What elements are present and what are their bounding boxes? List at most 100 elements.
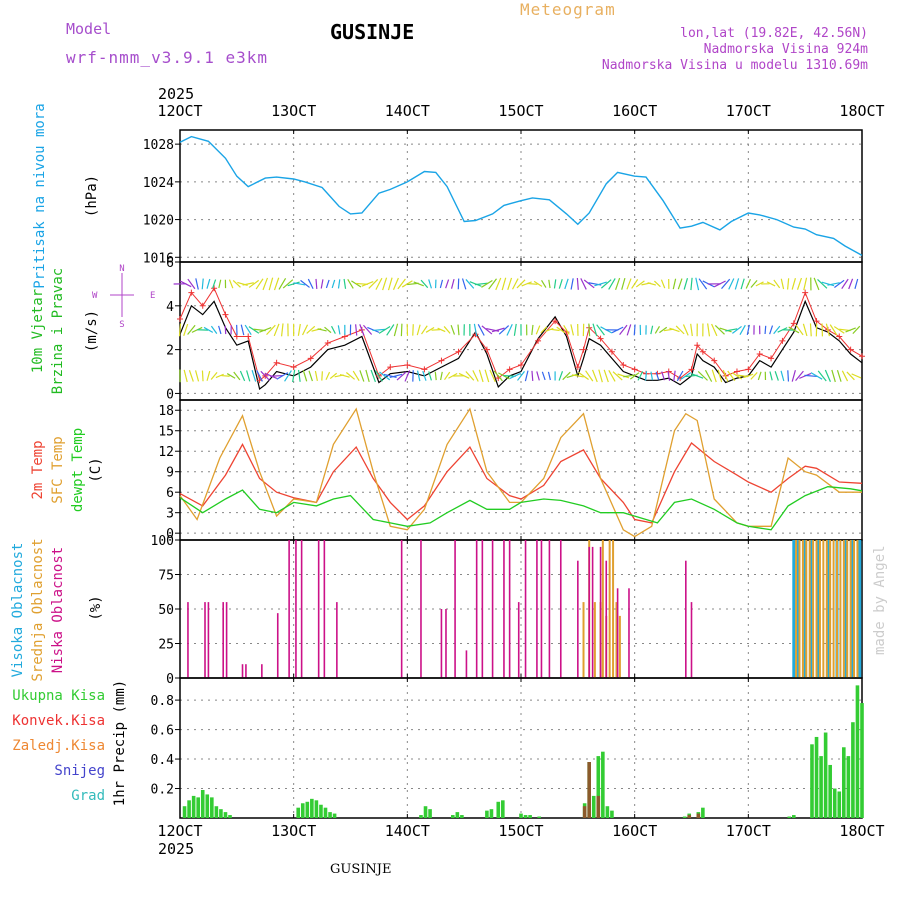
wind-direction-arrow xyxy=(563,325,570,335)
wind-direction-arrow xyxy=(228,279,234,289)
wind-direction-arrow xyxy=(524,370,529,382)
wind-direction-arrow xyxy=(817,370,827,382)
wind-direction-arrow xyxy=(722,369,729,382)
wind-direction-arrow xyxy=(669,327,680,333)
wind-direction-arrow xyxy=(533,280,543,287)
wind-direction-arrow xyxy=(732,325,742,334)
wind-direction-arrow xyxy=(553,279,557,289)
wind-direction-arrow xyxy=(221,374,230,377)
wind-direction-arrow xyxy=(484,369,490,383)
precip-total-bar xyxy=(182,806,187,818)
ytick-label: 4 xyxy=(166,300,174,315)
wind-direction-arrow xyxy=(667,370,671,381)
precip-total-bar xyxy=(814,736,819,818)
elevation-model-label: Nadmorska Visina u modelu 1310.69m xyxy=(601,58,868,73)
wind-direction-arrow xyxy=(489,369,496,383)
wind-direction-arrow xyxy=(493,370,503,382)
precip-total-bar xyxy=(205,794,210,818)
wind-direction-arrow xyxy=(558,279,563,289)
compass-w: W xyxy=(92,291,98,301)
wind-direction-arrow xyxy=(809,323,812,337)
wind-direction-arrow xyxy=(566,373,578,379)
precip-total-bar xyxy=(323,807,328,818)
wind-direction-arrow xyxy=(591,369,598,383)
wind-direction-arrow xyxy=(194,370,200,382)
wind-direction-arrow xyxy=(445,279,450,289)
precip-total-bar xyxy=(528,815,532,818)
wind-direction-arrow xyxy=(203,326,214,333)
panel-wind: 0 2 4 6 xyxy=(166,256,865,402)
cloud-low-bar xyxy=(440,609,443,678)
wind-direction-arrow xyxy=(755,281,764,287)
wind-direction-arrow xyxy=(268,277,274,291)
wind-direction-arrow xyxy=(378,325,391,334)
ytick-label: 18 xyxy=(158,404,174,419)
precip-total-bar xyxy=(423,806,428,818)
meteogram-label: Meteogram xyxy=(520,0,616,19)
cloud-low-bar xyxy=(317,540,320,678)
wind-direction-arrow xyxy=(201,370,204,382)
wind-direction-arrow xyxy=(727,370,736,382)
wind-direction-arrow xyxy=(773,325,781,335)
wind-direction-arrow xyxy=(359,370,365,382)
wind-direction-arrow xyxy=(248,326,260,334)
wind-direction-arrow xyxy=(307,278,314,290)
wind-direction-arrow xyxy=(612,371,623,381)
wind-direction-arrow xyxy=(355,324,358,336)
cloud-low-bar xyxy=(481,540,484,678)
wind-direction-arrow xyxy=(769,325,774,335)
cloud-mid-bar xyxy=(812,540,815,678)
wind-direction-arrow xyxy=(810,372,823,380)
precip-total-bar xyxy=(523,815,528,818)
wind-direction-arrow xyxy=(400,323,403,337)
wind-direction-arrow xyxy=(465,279,475,289)
precip-total-bar xyxy=(846,756,851,818)
wind-gust-mark xyxy=(608,348,615,355)
wind-direction-arrow xyxy=(691,373,704,379)
wind-direction-arrow xyxy=(239,370,246,382)
wind-direction-arrow xyxy=(477,324,485,336)
bottom-date-label-14OCT: 14OCT xyxy=(385,822,430,840)
wind-direction-arrow xyxy=(509,372,522,380)
wind-direction-arrow xyxy=(746,324,750,336)
precip-total-bar xyxy=(310,798,314,818)
wind-direction-arrow xyxy=(711,369,717,383)
wind-direction-arrow xyxy=(248,279,260,288)
wind-direction-arrow xyxy=(655,371,660,381)
wind-direction-arrow xyxy=(347,279,354,289)
cloud-high-bar xyxy=(826,540,830,678)
wind-direction-arrow xyxy=(302,370,308,382)
precip-total-bar xyxy=(496,801,501,818)
wind-direction-arrow xyxy=(540,326,548,334)
wind-direction-arrow xyxy=(831,369,836,383)
ytick-label: 3 xyxy=(166,507,174,522)
wind-direction-arrow xyxy=(535,325,541,335)
wind-direction-arrow xyxy=(833,326,845,334)
wind-direction-arrow xyxy=(273,323,280,337)
wind-direction-arrow xyxy=(791,278,797,290)
wind-direction-arrow xyxy=(374,370,383,382)
wind-direction-arrow xyxy=(317,328,327,332)
wind-direction-arrow xyxy=(314,370,318,381)
wind-direction-arrow xyxy=(743,373,754,379)
wind-direction-arrow xyxy=(704,369,713,382)
wind-direction-arrow xyxy=(422,370,427,381)
wind-direction-arrow xyxy=(420,279,429,289)
wind-direction-arrow xyxy=(439,279,444,289)
wind-gust-mark xyxy=(245,333,252,340)
wind-direction-arrow xyxy=(506,324,513,336)
wind-direction-arrow xyxy=(210,371,218,380)
wind-gust-mark xyxy=(597,335,604,342)
precip-total-bar xyxy=(519,813,523,818)
cloud-high-bar xyxy=(851,540,855,678)
ytick-label: 0 xyxy=(166,527,174,542)
wind-direction-arrow xyxy=(698,278,708,290)
wind-direction-arrow xyxy=(297,369,301,382)
precip-total-bar xyxy=(842,747,846,818)
cloud-mid-bar xyxy=(853,540,856,678)
cloud-low-bar xyxy=(591,546,594,678)
wind-direction-arrow xyxy=(774,371,779,381)
precip-total-bar xyxy=(537,816,541,818)
wind-direction-arrow xyxy=(324,326,332,334)
wind-gust-mark xyxy=(199,302,206,309)
